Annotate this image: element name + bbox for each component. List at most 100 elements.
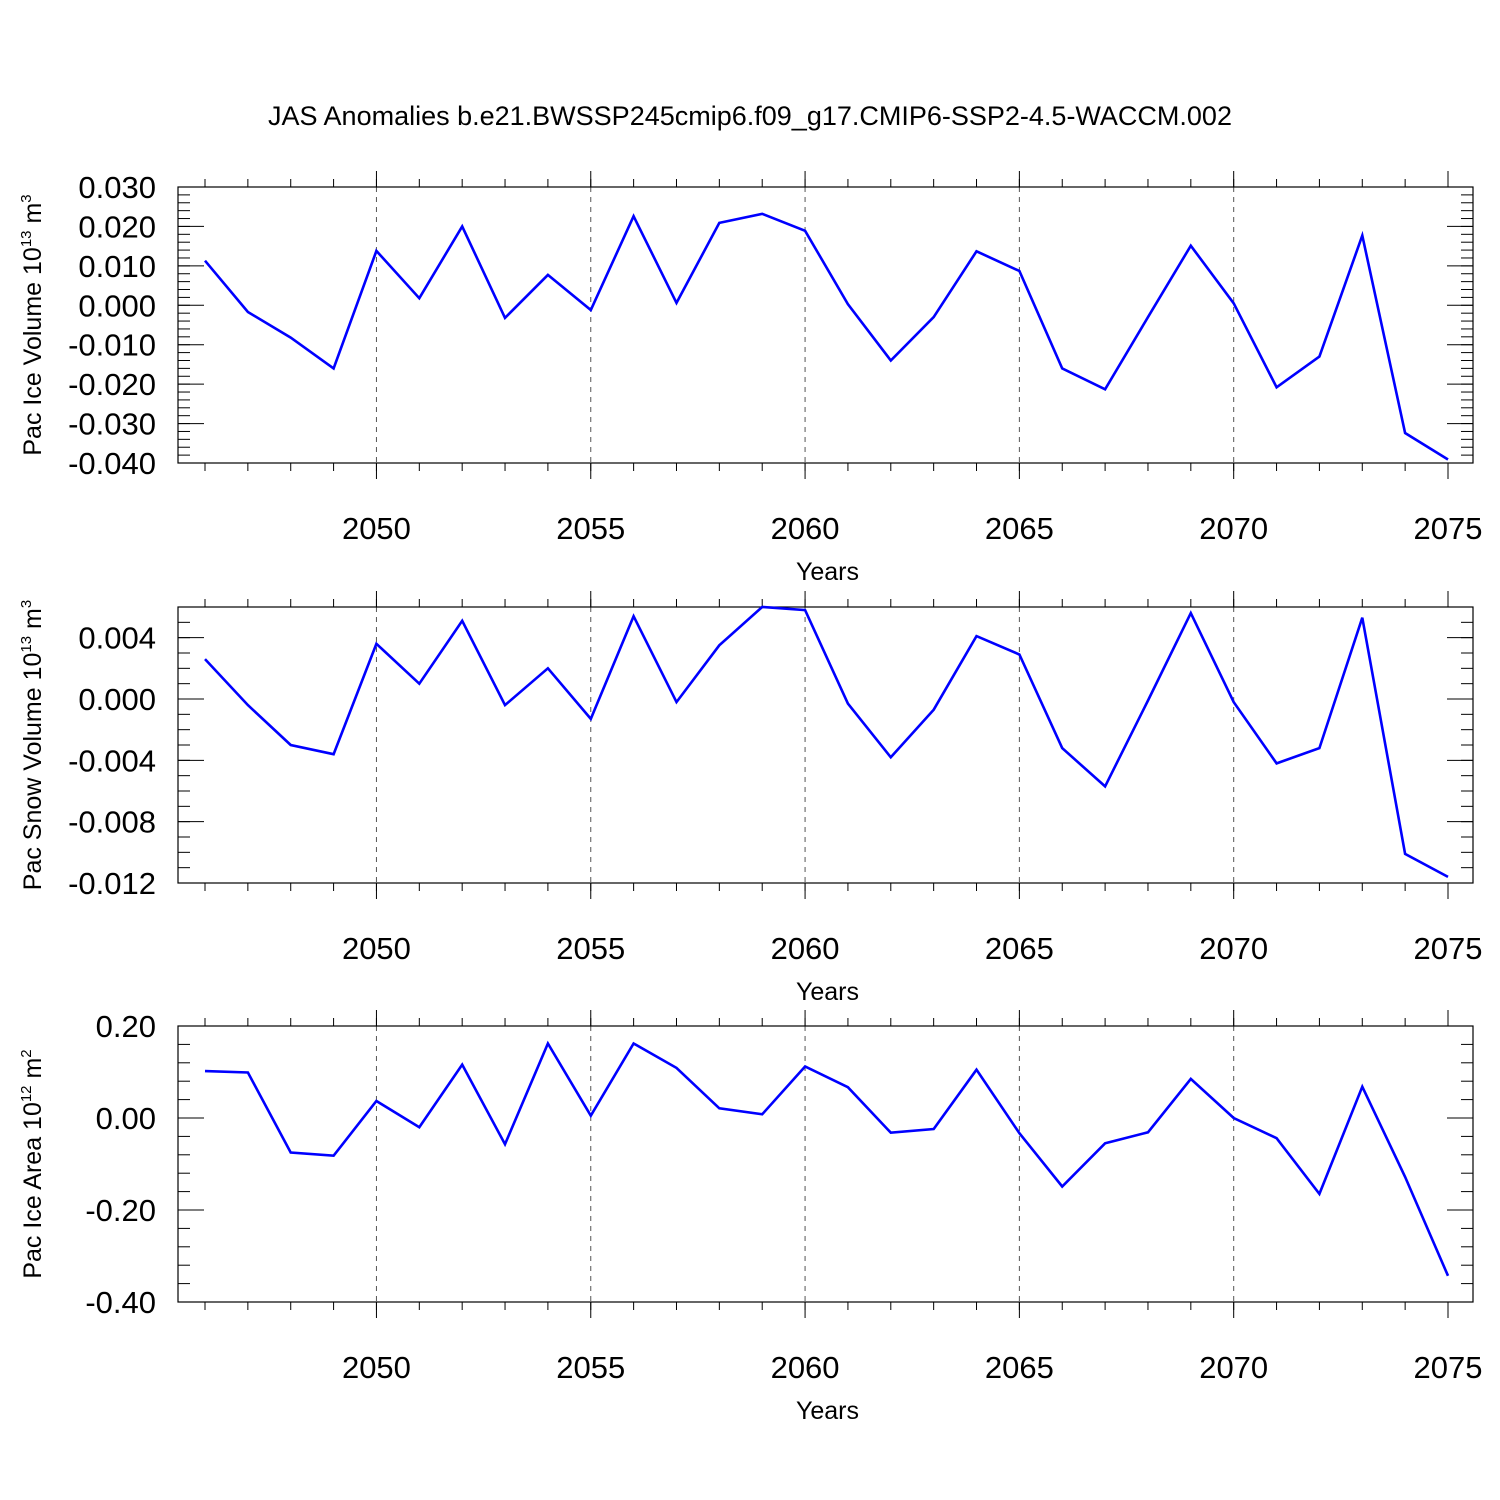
data-point	[1189, 244, 1193, 248]
y-axis-title-unit: m	[19, 608, 47, 636]
data-point	[632, 1042, 636, 1046]
x-tick-label: 2060	[771, 931, 840, 966]
data-point	[1060, 746, 1064, 750]
data-point	[246, 1071, 250, 1075]
data-point	[374, 1099, 378, 1103]
chart-panel-3: 2050 2055 2060 2065 2070 2075 Years 0.20 0.00 -0.…	[18, 1009, 1482, 1425]
data-point	[1060, 366, 1064, 370]
data-point	[589, 308, 593, 312]
x-tick-label: 2065	[985, 1350, 1054, 1385]
data-point	[1189, 611, 1193, 615]
data-point	[203, 259, 207, 263]
data-point	[1275, 1136, 1279, 1140]
data-point	[332, 366, 336, 370]
data-point	[717, 1106, 721, 1110]
y-axis-title-unit-exponent: 2	[18, 1049, 35, 1057]
data-point	[1275, 385, 1279, 389]
data-point	[1146, 699, 1150, 703]
data-point	[632, 614, 636, 618]
data-point	[417, 682, 421, 686]
data-point	[1403, 431, 1407, 435]
data-point	[1146, 1130, 1150, 1134]
y-tick-label: -0.020	[68, 367, 156, 402]
data-point	[803, 608, 807, 612]
y-axis-title-unit-exponent: 3	[18, 600, 35, 608]
data-point	[1403, 852, 1407, 856]
x-axis-title: Years	[796, 558, 859, 586]
data-point	[1017, 1131, 1021, 1135]
x-tick-label: 2055	[556, 931, 625, 966]
data-point	[203, 657, 207, 661]
x-tick-label: 2060	[771, 1350, 840, 1385]
data-point	[289, 336, 293, 340]
x-tick-label: 2055	[556, 1350, 625, 1385]
data-point	[289, 1151, 293, 1155]
y-axis-title-unit: m	[19, 203, 47, 231]
y-tick-label: -0.030	[68, 407, 156, 442]
data-point	[417, 1125, 421, 1129]
y-tick-label: 0.00	[96, 1101, 156, 1136]
y-tick-label: 0.004	[78, 621, 156, 656]
data-point	[589, 1114, 593, 1118]
data-point	[1232, 301, 1236, 305]
data-point	[1275, 761, 1279, 765]
data-point	[1317, 746, 1321, 750]
y-tick-label: 0.030	[78, 170, 156, 205]
x-tick-label: 2075	[1414, 1350, 1483, 1385]
x-tick-label: 2050	[342, 1350, 411, 1385]
x-tick-label: 2065	[985, 511, 1054, 546]
data-point	[1017, 269, 1021, 273]
x-tick-label: 2075	[1414, 931, 1483, 966]
data-point	[546, 1042, 550, 1046]
y-axis-title-text: Pac Ice Volume 10	[19, 247, 47, 455]
data-point	[1360, 1085, 1364, 1089]
data-point	[1446, 1274, 1450, 1278]
y-tick-label: -0.040	[68, 446, 156, 481]
data-point	[846, 302, 850, 306]
data-point	[975, 634, 979, 638]
x-tick-label: 2065	[985, 931, 1054, 966]
data-point	[417, 296, 421, 300]
data-point	[632, 214, 636, 218]
data-point	[1146, 315, 1150, 319]
y-axis-title: Pac Snow Volume 1013 m3	[18, 600, 47, 890]
y-tick-label: 0.020	[78, 209, 156, 244]
data-point	[932, 708, 936, 712]
data-point	[803, 1065, 807, 1069]
data-point	[717, 221, 721, 225]
x-tick-label: 2050	[342, 511, 411, 546]
y-tick-label: -0.004	[68, 743, 156, 778]
data-point	[503, 316, 507, 320]
x-tick-label: 2050	[342, 931, 411, 966]
data-point	[1317, 1192, 1321, 1196]
y-axis-title-exponent: 13	[18, 636, 35, 653]
data-point	[246, 310, 250, 314]
data-point	[503, 1142, 507, 1146]
y-axis-title-exponent: 13	[18, 230, 35, 247]
chart-title: JAS Anomalies b.e21.BWSSP245cmip6.f09_g1…	[268, 101, 1232, 131]
data-point	[932, 1127, 936, 1131]
data-point	[1103, 784, 1107, 788]
data-point	[289, 743, 293, 747]
series-line	[204, 1040, 1450, 1277]
chart-panel-1: 2050 2055 2060 2065 2070 2075 Years 0.030 0.020 0…	[18, 170, 1482, 586]
data-point	[374, 249, 378, 253]
data-point	[1317, 355, 1321, 359]
y-axis-title-unit: m	[19, 1058, 47, 1086]
x-axis-title: Years	[796, 978, 859, 1006]
data-point	[503, 703, 507, 707]
data-point	[203, 1069, 207, 1073]
y-tick-label: -0.010	[68, 328, 156, 363]
x-tick-label: 2055	[556, 511, 625, 546]
data-point	[846, 702, 850, 706]
x-tick-label: 2070	[1199, 931, 1268, 966]
data-point	[975, 249, 979, 253]
y-axis-title-unit-exponent: 3	[18, 194, 35, 202]
data-point	[460, 224, 464, 228]
data-point	[889, 359, 893, 363]
data-point	[803, 229, 807, 233]
data-point	[460, 1063, 464, 1067]
y-axis-title-exponent: 12	[18, 1085, 35, 1102]
data-point	[546, 666, 550, 670]
